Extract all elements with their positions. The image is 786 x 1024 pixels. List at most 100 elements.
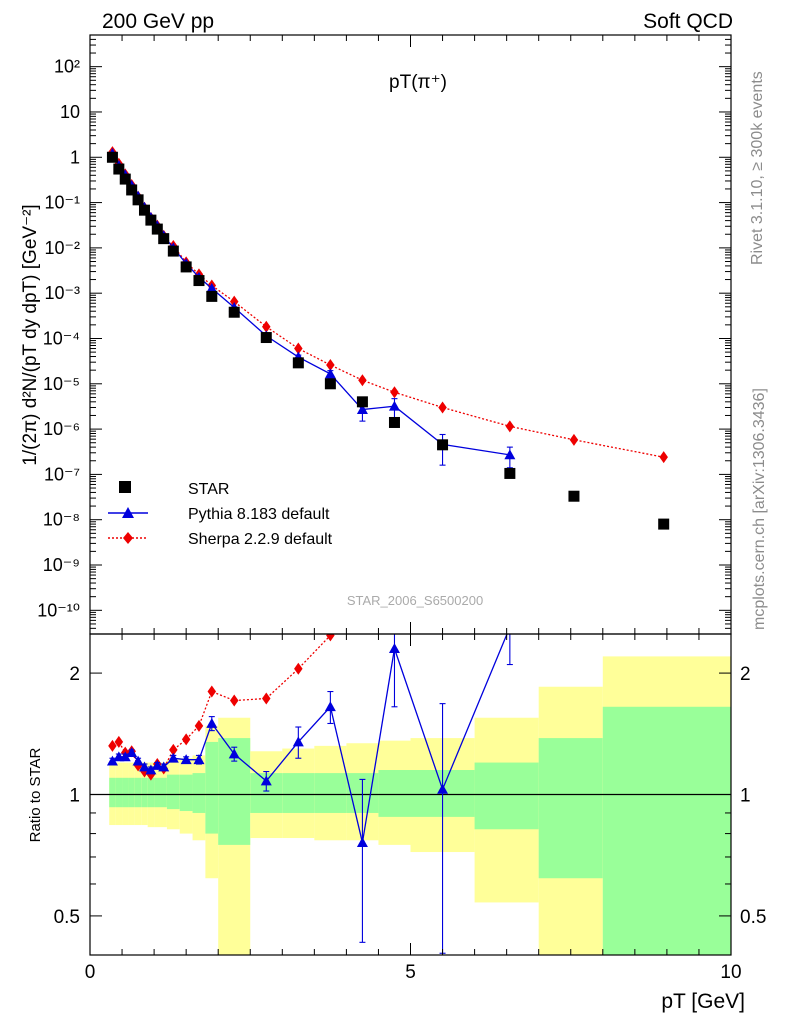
pythia-data-point (180, 754, 192, 765)
ratio-y-axis-label: Ratio to STAR (27, 747, 44, 842)
sherpa-data-point (262, 320, 271, 333)
star-data-point (324, 378, 336, 390)
star-data-point (228, 306, 240, 318)
legend-star-marker (119, 481, 131, 493)
star-data-point (151, 223, 163, 235)
plot-title: pT(π⁺) (389, 72, 447, 93)
header-left-label: 200 GeV pp (102, 10, 214, 33)
pythia-line (111, 153, 510, 456)
main-y-tick-label: 10⁻¹ (44, 193, 80, 213)
star-data-point (658, 518, 670, 530)
star-data-point (568, 490, 580, 502)
inner-band-bin (192, 773, 206, 813)
inner-band-bin (166, 774, 180, 810)
sherpa-data-point (294, 342, 303, 355)
sherpa-data-point (326, 634, 335, 642)
pythia-data-point (151, 760, 163, 770)
axes-group: 0 5 10 10⁻¹⁰ 10⁻⁹ 10⁻⁸ 10⁻⁷ 10⁻⁶ 10⁻⁵ 10⁻⁴ 10⁻³ 10⁻… (37, 34, 766, 983)
sherpa-data-point (207, 685, 217, 698)
main-y-tick-label: 10⁻⁷ (44, 464, 80, 484)
pythia-data-point (437, 783, 449, 794)
main-y-tick-label: 10 (60, 102, 80, 122)
main-y-axis-label: 1/(2π) d²N/(pT dy dpT) [GeV⁻²] (20, 204, 41, 465)
star-data-point (260, 332, 272, 344)
pythia-data-point (206, 282, 218, 293)
sherpa-data-point (114, 735, 124, 748)
inner-band-bin (128, 777, 135, 808)
ratio-y-tick-label-right: 0.5 (740, 907, 766, 928)
inner-band-bin (122, 777, 129, 808)
pythia-data-point (504, 622, 515, 632)
sherpa-data-point (438, 401, 447, 414)
pythia-data-point (356, 404, 368, 414)
pythia-data-point (106, 755, 118, 766)
sherpa-data-point (229, 694, 239, 707)
legend-pythia-marker (122, 507, 134, 518)
sherpa-data-point (181, 733, 191, 746)
sherpa-data-point (262, 692, 271, 705)
inner-band-bin (474, 762, 539, 830)
main-y-tick-label: 10⁻² (44, 238, 80, 258)
sherpa-data-point (390, 386, 399, 399)
ratio-y-tick-label-right: 1 (740, 786, 751, 807)
legend-sherpa-marker (123, 532, 133, 544)
sherpa-line (111, 151, 664, 458)
star-data-point (138, 204, 150, 216)
ratio-uncertainty-bands (109, 656, 731, 955)
legend-pythia-label: Pythia 8.183 default (188, 506, 330, 523)
inner-band-bin (147, 777, 155, 808)
inner-band-bin (378, 770, 411, 817)
pythia-data-point (193, 754, 205, 765)
pythia-data-point (388, 643, 400, 654)
star-data-point (113, 163, 125, 175)
pythia-data-point (126, 747, 138, 758)
pythia-data-point (388, 400, 400, 411)
star-data-point (437, 439, 449, 451)
main-y-tick-label: 10⁻⁶ (43, 419, 80, 439)
sherpa-data-point (108, 739, 117, 752)
inner-band-bin (282, 773, 315, 813)
sherpa-data-point (294, 662, 303, 675)
star-data-point (206, 290, 218, 302)
pythia-data-point (356, 837, 368, 847)
rivet-version-label: Rivet 3.1.10, ≥ 300k events (749, 71, 766, 265)
main-y-tick-label: 10⁻⁴ (43, 328, 80, 348)
pythia-data-point (145, 764, 157, 775)
sherpa-data-point (326, 358, 335, 371)
analysis-watermark: STAR_2006_S6500200 (347, 593, 483, 608)
sherpa-data-point (659, 451, 668, 464)
sherpa-data-point (229, 295, 239, 308)
ratio-y-tick-label-left: 1 (69, 786, 80, 807)
pythia-data-point (158, 761, 170, 772)
star-data-point (119, 173, 131, 185)
star-data-point (126, 184, 138, 196)
pythia-data-point (292, 736, 304, 747)
legend-sherpa-label: Sherpa 2.2.9 default (188, 531, 333, 548)
main-frame (89, 34, 732, 635)
x-axis-label: pT [GeV] (661, 990, 745, 1013)
star-data-point (180, 261, 192, 273)
sherpa-data-point (194, 719, 204, 732)
star-data-point (158, 233, 170, 245)
star-data-point (356, 396, 368, 408)
inner-band-bin (314, 773, 347, 813)
inner-band-bin (602, 706, 731, 955)
sherpa-data-point (505, 420, 515, 433)
inner-band-bin (141, 777, 148, 808)
header-right-label: Soft QCD (643, 10, 733, 33)
star-data-point (106, 151, 118, 163)
pythia-data-point (324, 368, 336, 379)
star-data-point (292, 357, 304, 369)
inner-band-bin (538, 738, 603, 879)
inner-band-bin (205, 741, 219, 834)
legend-star-label: STAR (188, 481, 229, 498)
pythia-data-point (206, 717, 218, 728)
inner-band-bin (154, 777, 161, 808)
main-y-tick-label: 10⁻⁸ (43, 510, 80, 530)
star-data-point (145, 214, 157, 226)
ratio-y-tick-label-right: 2 (740, 664, 751, 685)
main-y-tick-label: 10⁻³ (44, 283, 80, 303)
main-series-group (106, 146, 670, 530)
x-tick-label: 10 (720, 962, 741, 983)
legend: STAR Pythia 8.183 default Sherpa 2.2.9 d… (108, 481, 333, 548)
